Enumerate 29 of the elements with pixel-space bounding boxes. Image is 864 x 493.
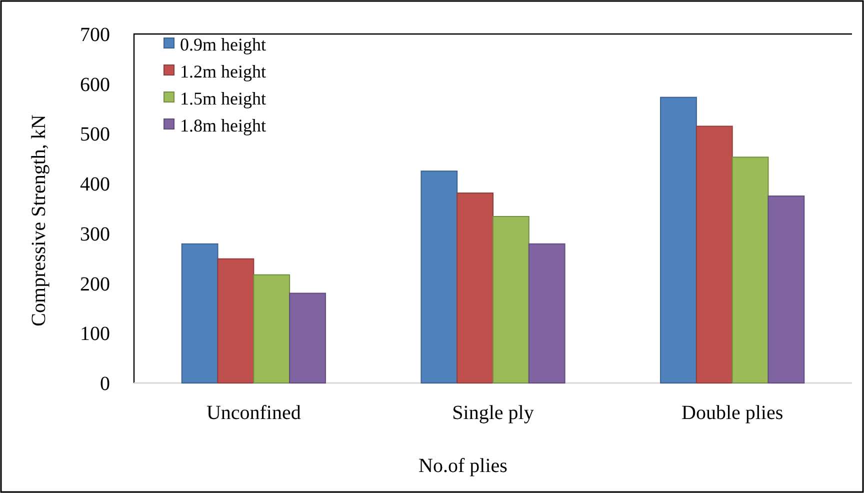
y-tick-label: 400	[80, 174, 110, 196]
y-tick-label: 700	[80, 24, 110, 46]
legend-label: 1.5m height	[180, 88, 266, 108]
bar	[253, 274, 290, 384]
legend-label: 1.2m height	[180, 61, 266, 82]
bar	[181, 243, 218, 384]
y-tick-label: 100	[80, 323, 110, 346]
bar	[420, 170, 458, 384]
bar	[732, 156, 769, 384]
bar	[528, 243, 566, 384]
bar	[768, 196, 805, 384]
y-tick-label: 500	[80, 124, 110, 146]
bar	[217, 258, 254, 384]
x-tick-label: Unconfined	[206, 402, 301, 424]
x-tick-label: Double plies	[682, 402, 784, 424]
y-tick-label: 300	[80, 223, 110, 246]
legend-label: 1.8m height	[180, 115, 266, 136]
y-axis-title: Compressive Strength, kN	[28, 114, 50, 326]
x-tick-label: Single ply	[452, 402, 534, 424]
bar	[660, 96, 697, 384]
bar	[289, 292, 326, 384]
y-tick-label: 0	[100, 373, 110, 395]
bar	[456, 192, 494, 384]
y-tick-label: 600	[80, 74, 110, 96]
bar	[492, 216, 530, 384]
x-axis-title: No.of plies	[418, 455, 508, 477]
legend-label: 0.9m height	[180, 34, 266, 54]
bar	[696, 126, 733, 384]
y-tick-label: 200	[80, 273, 110, 296]
